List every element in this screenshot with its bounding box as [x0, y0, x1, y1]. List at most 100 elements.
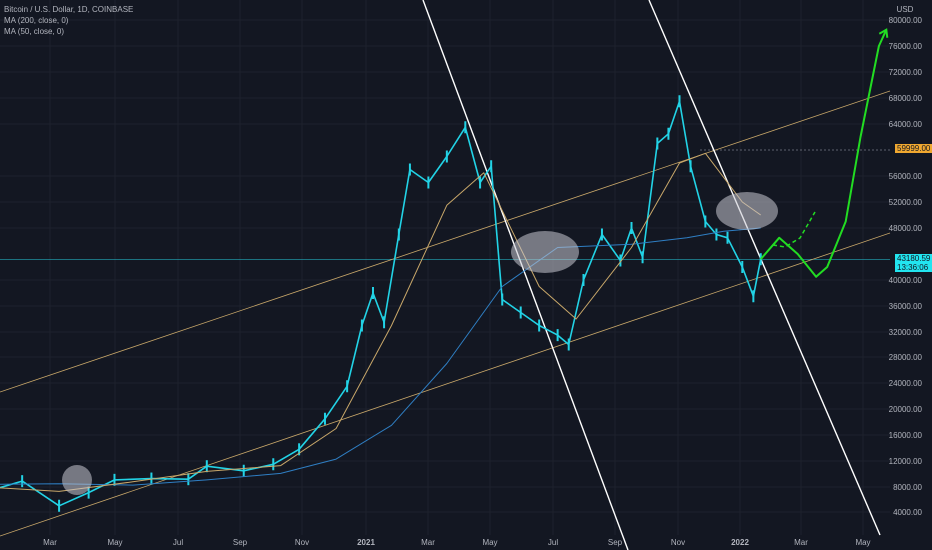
price-candle — [704, 215, 707, 228]
series-line-1 — [0, 227, 761, 486]
series-layer — [0, 95, 762, 512]
price-candle — [641, 251, 644, 264]
price-candle — [464, 121, 467, 134]
x-axis[interactable]: Mar May Jul Sep Nov 2021 Mar May Jul Sep Nov 2022 Ma… — [43, 538, 870, 547]
price-candle — [346, 380, 349, 393]
y-tick-label: 28000.00 — [889, 353, 923, 362]
projection-alt-dashed — [772, 211, 816, 248]
price-candle — [427, 176, 430, 189]
symbol-title[interactable]: Bitcoin / U.S. Dollar, 1D, COINBASE — [4, 5, 134, 14]
price-candle — [360, 319, 363, 332]
x-tick-label: 2022 — [731, 538, 749, 547]
level-price: 59999.00 — [897, 144, 931, 153]
price-candle — [689, 160, 692, 173]
price-candle — [408, 163, 411, 176]
y-tick-label: 64000.00 — [889, 120, 923, 129]
price-candle — [600, 228, 603, 241]
highlight-ellipse — [716, 192, 778, 230]
y-tick-label: 36000.00 — [889, 302, 923, 311]
y-tick-label: 12000.00 — [889, 457, 923, 466]
channel-lower-line — [0, 232, 891, 537]
projection-layer — [759, 28, 889, 278]
ma50-legend[interactable]: MA (50, close, 0) — [4, 27, 65, 36]
y-tick-label: 4000.00 — [893, 508, 922, 517]
price-candle — [678, 95, 681, 108]
price-candle — [567, 338, 570, 351]
price-candle — [538, 319, 541, 332]
price-candle — [383, 316, 386, 329]
price-candle — [150, 472, 153, 485]
y-tick-label: 32000.00 — [889, 328, 923, 337]
y-tick-label: 72000.00 — [889, 68, 923, 77]
price-candle — [58, 499, 61, 512]
price-candle — [752, 290, 755, 303]
projection-path — [759, 29, 888, 278]
y-tick-label: 40000.00 — [889, 276, 923, 285]
x-tick-label: Mar — [794, 538, 808, 547]
price-candle — [490, 160, 493, 173]
y-tick-label: 56000.00 — [889, 172, 923, 181]
price-candle — [726, 231, 729, 244]
price-candle — [479, 176, 482, 189]
last-price-tag: 43180.59 13:36:06 — [895, 254, 932, 272]
x-tick-label: Jul — [548, 538, 558, 547]
channel-lines — [0, 0, 891, 550]
ma200-legend[interactable]: MA (200, close, 0) — [4, 16, 69, 25]
y-tick-label: 16000.00 — [889, 431, 923, 440]
price-candle — [397, 228, 400, 241]
x-tick-label: Sep — [608, 538, 623, 547]
x-tick-label: May — [855, 538, 870, 547]
x-tick-label: 2021 — [357, 538, 375, 547]
currency-label: USD — [897, 5, 914, 14]
y-tick-label: 8000.00 — [893, 483, 922, 492]
x-tick-label: Mar — [421, 538, 435, 547]
highlight-ellipses — [62, 192, 778, 495]
price-candle — [113, 473, 116, 486]
x-tick-label: Mar — [43, 538, 57, 547]
price-candle — [205, 460, 208, 473]
x-tick-label: May — [107, 538, 122, 547]
x-tick-label: Nov — [295, 538, 309, 547]
chart-legend: Bitcoin / U.S. Dollar, 1D, COINBASE MA (… — [4, 4, 133, 37]
price-candle — [87, 486, 90, 499]
price-candle — [371, 287, 374, 299]
price-candle — [741, 261, 744, 273]
y-tick-label: 52000.00 — [889, 198, 923, 207]
highlight-ellipse — [62, 465, 92, 495]
x-tick-label: Nov — [671, 538, 685, 547]
price-candle — [519, 306, 522, 319]
x-tick-label: May — [482, 538, 497, 547]
downtrend-line-1 — [422, 0, 629, 550]
price-candle — [21, 475, 24, 488]
y-axis[interactable]: 80000.00 76000.00 72000.00 68000.00 64000.00… — [889, 16, 923, 517]
y-tick-label: 48000.00 — [889, 224, 923, 233]
series-line-2 — [0, 152, 761, 492]
y-tick-label: 24000.00 — [889, 379, 923, 388]
y-tick-label: 68000.00 — [889, 94, 923, 103]
price-candle — [501, 293, 504, 306]
price-candle — [630, 222, 633, 234]
bar-countdown: 13:36:06 — [897, 263, 929, 272]
price-candle — [582, 274, 585, 286]
channel-upper-line — [0, 90, 891, 393]
level-price-tag: 59999.00 — [895, 144, 932, 153]
y-tick-label: 20000.00 — [889, 405, 923, 414]
downtrend-line-2 — [648, 0, 881, 536]
price-candle — [715, 228, 718, 241]
price-candle — [667, 127, 670, 140]
price-candle — [619, 254, 622, 267]
y-tick-label: 80000.00 — [889, 16, 923, 25]
x-tick-label: Sep — [233, 538, 248, 547]
price-candle — [445, 150, 448, 163]
price-candle — [242, 464, 245, 477]
price-candle — [187, 473, 190, 486]
x-tick-label: Jul — [173, 538, 183, 547]
highlight-ellipse — [511, 231, 579, 273]
price-candle — [272, 458, 275, 471]
price-candle — [656, 137, 659, 150]
price-candle — [298, 443, 301, 456]
y-tick-label: 76000.00 — [889, 42, 923, 51]
last-price: 43180.59 — [897, 254, 931, 263]
